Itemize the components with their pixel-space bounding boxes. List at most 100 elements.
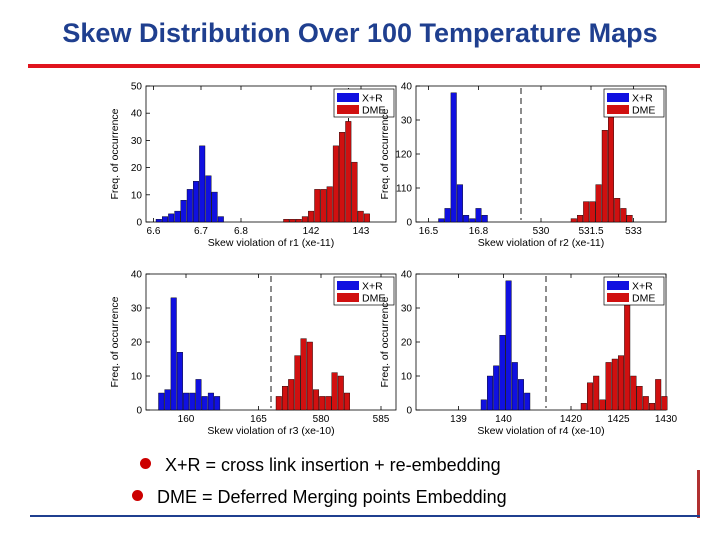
legend-label: X+R	[632, 281, 653, 293]
y-tick-label: 0	[136, 218, 142, 229]
y-axis-label: Freq. of occurrence	[109, 108, 121, 199]
bar-xr	[438, 218, 445, 223]
bar-dme	[576, 214, 583, 223]
bar-dme	[649, 402, 656, 411]
bar-dme	[332, 145, 339, 223]
bar-dme	[351, 161, 358, 223]
x-tick-label: 6.8	[234, 226, 248, 237]
x-tick-label: 580	[313, 414, 330, 425]
bar-xr	[214, 396, 221, 411]
y-tick-label: 40	[401, 82, 413, 93]
y-tick-label: 0	[136, 406, 142, 417]
x-tick-label: 1420	[560, 414, 583, 425]
bar-dme	[325, 396, 332, 411]
bar-dme	[626, 214, 633, 223]
bar-dme	[620, 208, 627, 223]
bar-dme	[661, 396, 668, 411]
y-tick-label: 30	[131, 136, 143, 147]
bar-xr	[155, 219, 162, 223]
x-tick-label: 142	[303, 226, 320, 237]
bar-xr	[511, 362, 518, 411]
y-axis-label: Freq. of occurrence	[379, 296, 391, 387]
bar-xr	[475, 208, 482, 223]
bar-dme	[289, 219, 296, 223]
bar-xr	[161, 216, 168, 223]
bullet-xr-definition: X+R = cross link insertion + re-embeddin…	[140, 455, 501, 476]
bar-dme	[301, 216, 308, 223]
bar-xr	[217, 216, 224, 223]
bar-dme	[343, 392, 350, 411]
bar-xr	[499, 334, 506, 411]
bar-xr	[164, 389, 171, 411]
bar-dme	[337, 375, 344, 411]
legend-swatch-dme	[607, 293, 629, 302]
legend-swatch-dme	[337, 105, 359, 114]
bar-xr	[207, 392, 214, 411]
y-tick-label: 10	[401, 372, 413, 383]
bar-dme	[599, 399, 606, 411]
x-tick-label: 1425	[607, 414, 630, 425]
legend-swatch-xr	[337, 281, 359, 290]
bar-dme	[319, 396, 326, 411]
bar-dme	[614, 197, 621, 223]
legend-swatch-xr	[337, 93, 359, 102]
bar-xr	[486, 375, 493, 411]
y-tick-label: 20	[401, 338, 413, 349]
bar-dme	[583, 201, 590, 223]
histogram-r2: 0 110 120 30 40 16.5 16.8 530 531.5 533 X+R DME Skew…	[368, 78, 688, 262]
bar-dme	[655, 379, 662, 411]
bar-dme	[283, 219, 290, 223]
x-axis-label: Skew violation of r1 (xe-11)	[208, 237, 334, 249]
bar-dme	[339, 132, 346, 223]
y-tick-label: 0	[406, 218, 412, 229]
bar-dme	[624, 297, 631, 411]
bar-dme	[611, 358, 618, 411]
histogram-r3: 0 10 20 30 40 160 165 580 585 X+R DME Skew violatio…	[98, 266, 418, 450]
y-tick-label: 30	[401, 304, 413, 315]
y-tick-label: 20	[131, 163, 143, 174]
legend-label: DME	[362, 105, 385, 117]
x-tick-label: 140	[495, 414, 512, 425]
bar-xr	[189, 392, 196, 411]
bar-dme	[345, 121, 352, 223]
legend-label: X+R	[362, 281, 383, 293]
bar-xr	[186, 189, 193, 223]
x-tick-label: 530	[533, 226, 550, 237]
bar-dme	[312, 389, 319, 411]
bar-xr	[469, 218, 476, 223]
y-tick-label: 40	[131, 270, 143, 281]
title-underline	[28, 64, 700, 68]
bar-xr	[205, 175, 212, 223]
bar-dme	[288, 379, 295, 411]
bar-xr	[211, 191, 218, 223]
legend-swatch-dme	[337, 293, 359, 302]
footer-rule	[30, 515, 700, 517]
y-tick-label: 30	[131, 304, 143, 315]
bar-dme	[586, 382, 593, 411]
bar-xr	[195, 379, 202, 411]
x-axis-label: Skew violation of r2 (xe-11)	[478, 237, 604, 249]
bar-xr	[524, 392, 531, 411]
x-tick-label: 6.6	[147, 226, 161, 237]
x-tick-label: 139	[450, 414, 467, 425]
bar-dme	[331, 372, 338, 411]
bar-dme	[294, 355, 301, 411]
legend-label: DME	[632, 293, 655, 305]
bar-xr	[199, 145, 206, 223]
legend-swatch-xr	[607, 93, 629, 102]
bar-dme	[300, 338, 307, 411]
x-tick-label: 165	[250, 414, 267, 425]
y-tick-label: 20	[131, 338, 143, 349]
bullet-dot-icon	[140, 458, 151, 469]
bar-xr	[450, 92, 457, 223]
bar-dme	[275, 396, 282, 411]
bullet-text: X+R = cross link insertion + re-embeddin…	[165, 455, 501, 475]
bar-dme	[617, 355, 624, 411]
bullet-text: DME = Deferred Merging points Embedding	[157, 487, 507, 507]
bar-dme	[595, 184, 602, 223]
x-tick-label: 6.7	[194, 226, 208, 237]
